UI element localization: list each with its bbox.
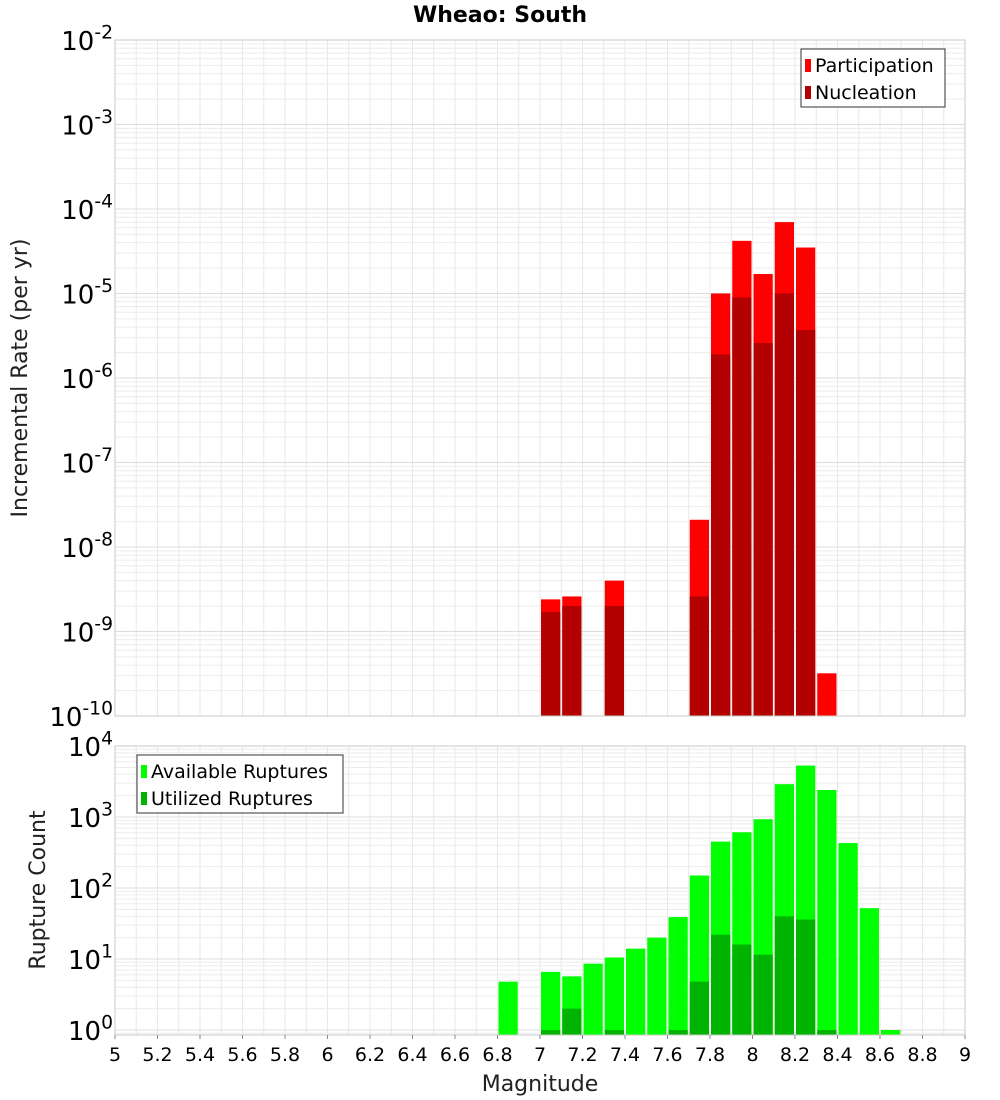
rate-y-tick-label: 10-8 [61,529,113,564]
rate-legend-swatch [805,59,811,72]
count-legend-box [136,754,344,814]
rate-bar [732,297,752,716]
chart-title: Wheao: South [413,3,587,28]
count-bar [817,1030,837,1035]
count-bar [647,937,667,1035]
rate-bar [774,293,794,716]
count-legend-swatch [141,792,147,805]
count-x-tick-label: 8.2 [780,1044,810,1066]
count-x-tick-label: 5 [109,1044,121,1066]
rate-bar [796,329,816,716]
count-x-tick-label: 7 [534,1044,546,1066]
count-x-tick-label: 7.6 [652,1044,682,1066]
count-y-tick-label: 100 [68,1012,113,1047]
rate-y-tick-label: 10-6 [61,360,113,395]
rate-y-tick-label: 10-9 [61,614,113,649]
rate-bar [541,612,561,716]
count-bar [881,1030,901,1035]
count-x-tick-label: 6.6 [440,1044,470,1066]
rate-y-tick-label: 10-2 [61,22,113,57]
count-x-tick-label: 6.8 [482,1044,512,1066]
count-bar [541,1030,561,1035]
rate-y-tick-label: 10-4 [61,191,113,226]
count-legend: Available Ruptures Utilized Ruptures [136,754,344,814]
rate-bar [753,342,773,716]
rate-y-tick-label: 10-5 [61,276,113,311]
rate-bar [562,606,582,716]
rate-y-tick-label: 10-7 [61,445,113,480]
count-x-tick-label: 5.2 [142,1044,172,1066]
count-series-2 [541,916,837,1035]
count-bar [796,919,816,1035]
count-x-tick-label: 9 [959,1044,971,1066]
x-axis-label: Magnitude [482,1072,599,1097]
count-x-tick-label: 7.8 [695,1044,725,1066]
rate-legend: Participation Nucleation [800,48,946,108]
count-x-tick-label: 8.6 [865,1044,895,1066]
count-y-ticks: 104 103 102 101 100 [68,728,113,1047]
count-bar [604,957,624,1035]
count-x-tick-label: 7.4 [610,1044,640,1066]
rate-plot-border [114,39,966,717]
count-bar [583,963,603,1035]
rate-y-tick-label: 10-10 [49,698,113,733]
rate-series-2 [541,293,816,716]
count-x-tick-label: 6 [321,1044,333,1066]
count-bar [838,843,858,1035]
rate-y-tick-label: 10-3 [61,107,113,142]
count-bar [774,916,794,1035]
count-bar [668,917,688,1035]
rate-legend-swatch [805,86,811,99]
count-x-tick-label: 8.8 [907,1044,937,1066]
rate-bar [711,354,731,716]
count-bar [604,1030,624,1035]
rate-bar [604,606,624,716]
count-bar [562,1008,582,1035]
y-axis-label-count: Rupture Count [26,810,51,970]
count-bar [711,934,731,1035]
count-bar [859,908,879,1035]
count-x-tick-label: 8.4 [822,1044,852,1066]
count-x-tick-label: 5.4 [185,1044,215,1066]
rate-y-ticks: 10-2 10-3 10-4 10-5 10-6 10-7 10-8 10-9 10-10 [49,22,113,733]
count-bar [626,948,646,1035]
count-bar [689,981,709,1035]
count-bar [753,954,773,1035]
count-x-tick-label: 7.2 [567,1044,597,1066]
rate-bar [689,596,709,716]
count-bar [541,971,561,1035]
count-legend-swatch [141,765,147,778]
count-bar [817,790,837,1035]
count-y-tick-label: 104 [68,728,113,763]
rate-chart: 10-2 10-3 10-4 10-5 10-6 10-7 10-8 10-9 10-10 Par… [49,22,966,733]
count-bar [498,981,518,1035]
count-y-tick-label: 103 [68,799,113,834]
count-legend-label: Utilized Ruptures [151,788,313,810]
count-y-tick-label: 101 [68,941,113,976]
count-y-tick-label: 102 [68,870,113,905]
count-legend-label: Available Ruptures [151,761,328,783]
count-x-ticks: 5 5.2 5.4 5.6 5.8 6 6.2 6.4 6.6 6.8 7 7.2 7.4 7.6 7.8 8… [109,1035,971,1066]
count-x-tick-label: 6.2 [355,1044,385,1066]
count-bar [732,944,752,1035]
count-x-tick-label: 6.4 [397,1044,427,1066]
rate-legend-label: Nucleation [815,82,917,104]
count-x-tick-label: 8 [746,1044,758,1066]
rate-legend-box [800,48,946,108]
count-x-tick-label: 5.8 [270,1044,300,1066]
y-axis-label-rate: Incremental Rate (per yr) [8,239,33,518]
count-bar [668,1030,688,1035]
rate-legend-label: Participation [815,55,934,77]
count-x-tick-label: 5.6 [227,1044,257,1066]
rate-grid [115,40,965,716]
rate-bar [817,673,837,716]
